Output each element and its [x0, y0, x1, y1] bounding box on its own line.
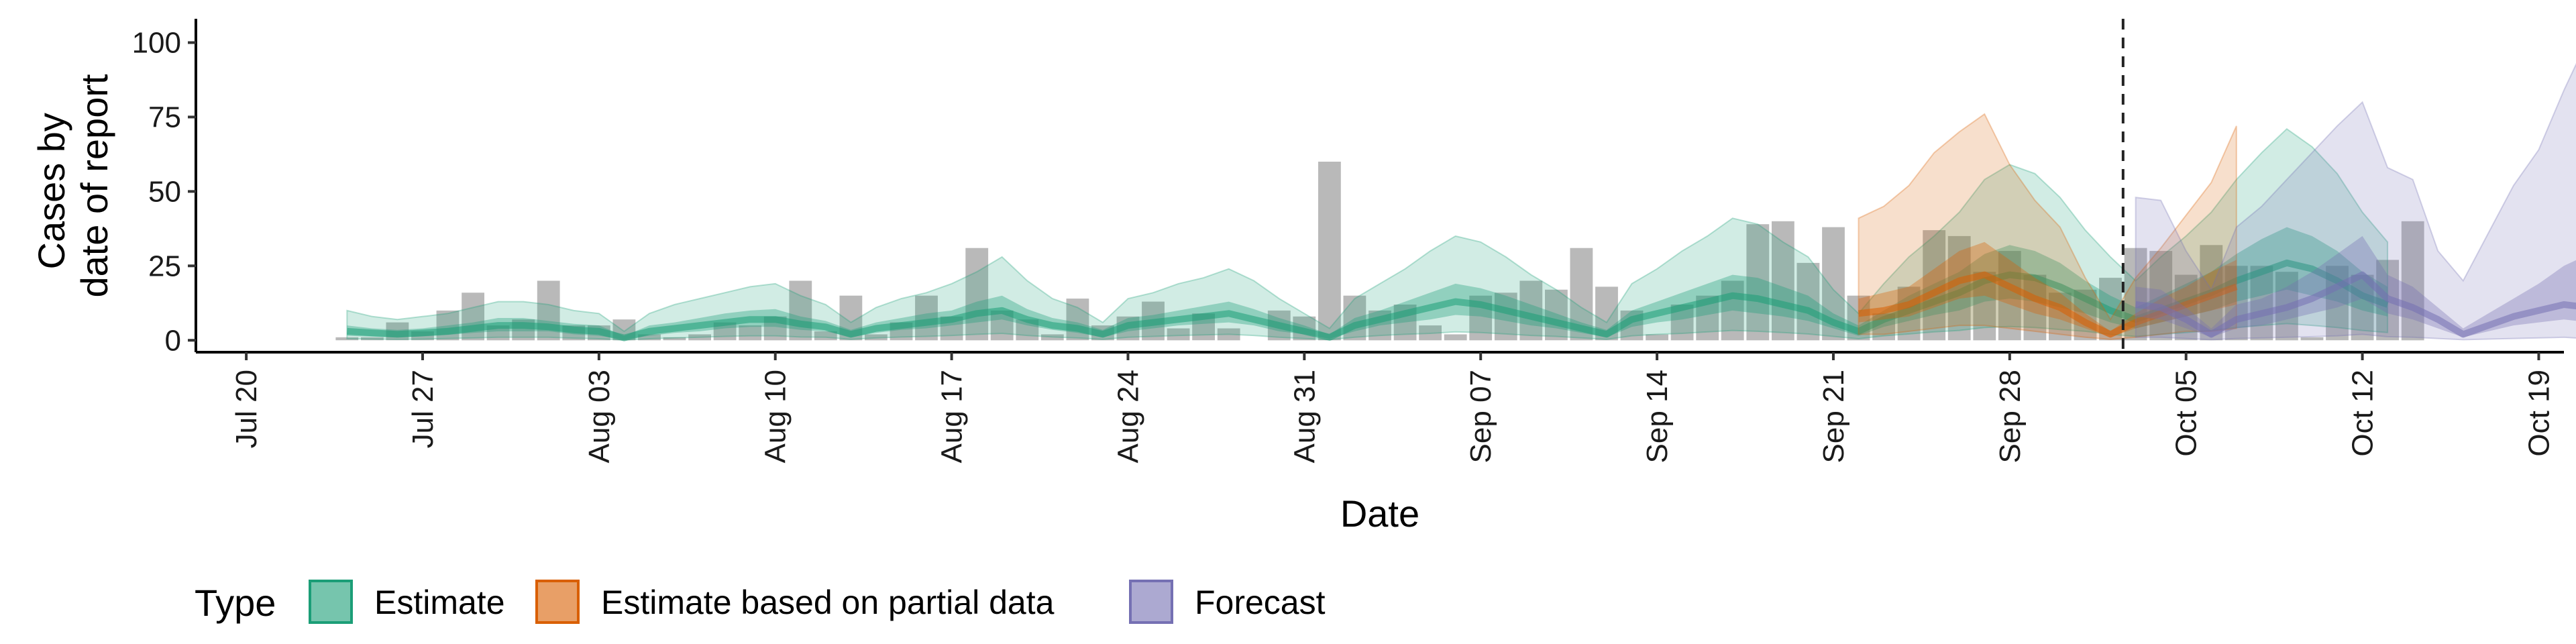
legend-label-estimate: Estimate [374, 584, 505, 621]
legend-label-forecast: Forecast [1195, 584, 1326, 621]
reported-cases-bar [638, 334, 661, 341]
reported-cases-bar [865, 334, 888, 341]
x-tick-label: Sep 07 [1464, 370, 1497, 463]
forecast-band-50 [2135, 235, 2576, 337]
reported-cases-bar [1923, 230, 1946, 341]
y-tick-label: 25 [148, 250, 181, 282]
legend-key-forecast [1129, 580, 1173, 624]
reported-cases-bar [1494, 292, 1517, 341]
reported-cases-bar [1519, 280, 1543, 341]
reported-cases-bar [1646, 334, 1668, 341]
reported-cases-bar [739, 325, 762, 341]
reported-cases-bar [1419, 325, 1442, 341]
y-tick-label: 0 [165, 324, 181, 357]
forecast-band-90 [2135, 62, 2576, 341]
reported-cases-bar [335, 337, 359, 341]
y-axis-title-line-1: Cases by [30, 113, 72, 269]
x-tick-label: Aug 03 [583, 370, 616, 463]
estimate-based-on-partial-data-median-line [1858, 271, 2238, 338]
x-tick-label: Aug 31 [1288, 370, 1321, 463]
x-tick-label: Jul 20 [230, 370, 263, 448]
reported-cases-bar [1444, 334, 1467, 341]
x-tick-label: Aug 17 [936, 370, 969, 463]
reported-cases-bar [1721, 280, 1744, 341]
x-tick-label: Sep 14 [1641, 370, 1674, 463]
reported-cases-bar [1998, 251, 2021, 341]
reported-cases-bar [789, 280, 812, 341]
y-axis-title-line-2: date of report [73, 74, 115, 298]
legend: Type Estimate Estimate based on partial … [195, 580, 1326, 624]
reported-cases-bar [436, 310, 460, 341]
x-tick-label: Aug 24 [1112, 370, 1145, 463]
reported-cases-bars [335, 162, 2424, 341]
axes: 0 25 50 75 100 Jul 20 Jul 27 Aug 03 Aug 10 Aug 1… [132, 19, 2564, 463]
legend-key-partial [535, 580, 580, 624]
estimate-based-on-partial-data-band-50 [1858, 241, 2237, 337]
reported-cases-bar [1796, 262, 1820, 341]
estimate-bands [346, 62, 2576, 341]
x-tick-label: Jul 27 [407, 370, 439, 448]
reported-cases-bar [1318, 162, 1341, 341]
x-axis-ticks: Jul 20 Jul 27 Aug 03 Aug 10 Aug 17 Aug 24 Aug … [230, 352, 2555, 463]
y-tick-label: 100 [132, 27, 181, 60]
reported-cases-bar [663, 337, 686, 341]
y-tick-label: 50 [148, 175, 181, 208]
x-tick-label: Aug 10 [759, 370, 792, 463]
y-axis-title: Cases by date of report [30, 74, 115, 298]
reported-cases-bar [2049, 292, 2072, 341]
reported-cases-bar [2401, 221, 2424, 341]
reported-cases-bar [814, 331, 837, 341]
reported-cases-bar [1746, 224, 1770, 341]
estimate-median-line [346, 259, 2389, 341]
reported-cases-bar [361, 337, 384, 341]
reported-cases-bar [2250, 266, 2273, 341]
x-tick-label: Oct 05 [2170, 370, 2203, 457]
legend-key-estimate [309, 580, 353, 624]
x-axis-title: Date [1340, 492, 1419, 535]
x-tick-label: Sep 21 [1817, 370, 1850, 463]
legend-title: Type [195, 582, 276, 624]
reported-cases-bar [965, 248, 989, 341]
reported-cases-bar [915, 295, 938, 341]
legend-label-partial: Estimate based on partial data [601, 584, 1055, 621]
x-tick-label: Sep 28 [1994, 370, 2027, 463]
reported-cases-bar [1217, 328, 1240, 341]
y-axis-ticks: 0 25 50 75 100 [132, 27, 196, 357]
reported-cases-bar [1167, 328, 1190, 341]
x-tick-label: Oct 12 [2347, 370, 2379, 457]
reported-cases-bar [1545, 289, 1568, 341]
reported-cases-bar [2149, 251, 2173, 341]
reported-cases-bar [1343, 295, 1366, 341]
x-tick-label: Oct 19 [2522, 370, 2555, 457]
reported-cases-bar [1040, 334, 1064, 341]
reported-cases-bar [1772, 221, 1794, 341]
y-tick-label: 75 [148, 101, 181, 133]
reported-cases-bar [2300, 337, 2324, 341]
reported-cases-bar [2023, 274, 2047, 341]
reported-cases-bar [688, 334, 711, 341]
forecast-median-line [2135, 271, 2576, 338]
